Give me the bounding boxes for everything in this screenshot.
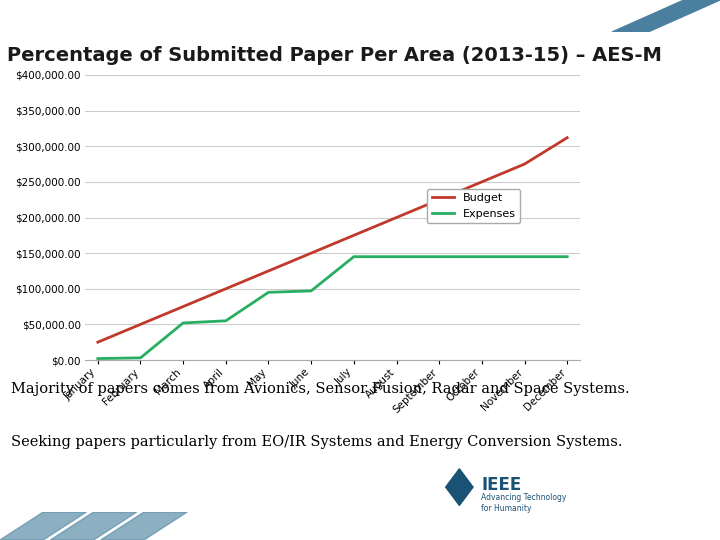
Polygon shape: [0, 512, 86, 540]
Text: Advancing Technology
for Humanity: Advancing Technology for Humanity: [481, 494, 567, 513]
Polygon shape: [446, 469, 473, 505]
Text: Majority of papers comes from Avionics, Sensor Fusion, Radar and Space Systems.: Majority of papers comes from Avionics, …: [11, 382, 629, 396]
Legend: Budget, Expenses: Budget, Expenses: [427, 189, 520, 224]
Polygon shape: [612, 0, 720, 32]
Polygon shape: [101, 512, 187, 540]
Text: IEEE: IEEE: [481, 476, 521, 494]
Text: Seeking papers particularly from EO/IR Systems and Energy Conversion Systems.: Seeking papers particularly from EO/IR S…: [11, 435, 622, 449]
Polygon shape: [50, 512, 137, 540]
Text: Percentage of Submitted Paper Per Area (2013-15) – AES-M: Percentage of Submitted Paper Per Area (…: [7, 46, 662, 65]
